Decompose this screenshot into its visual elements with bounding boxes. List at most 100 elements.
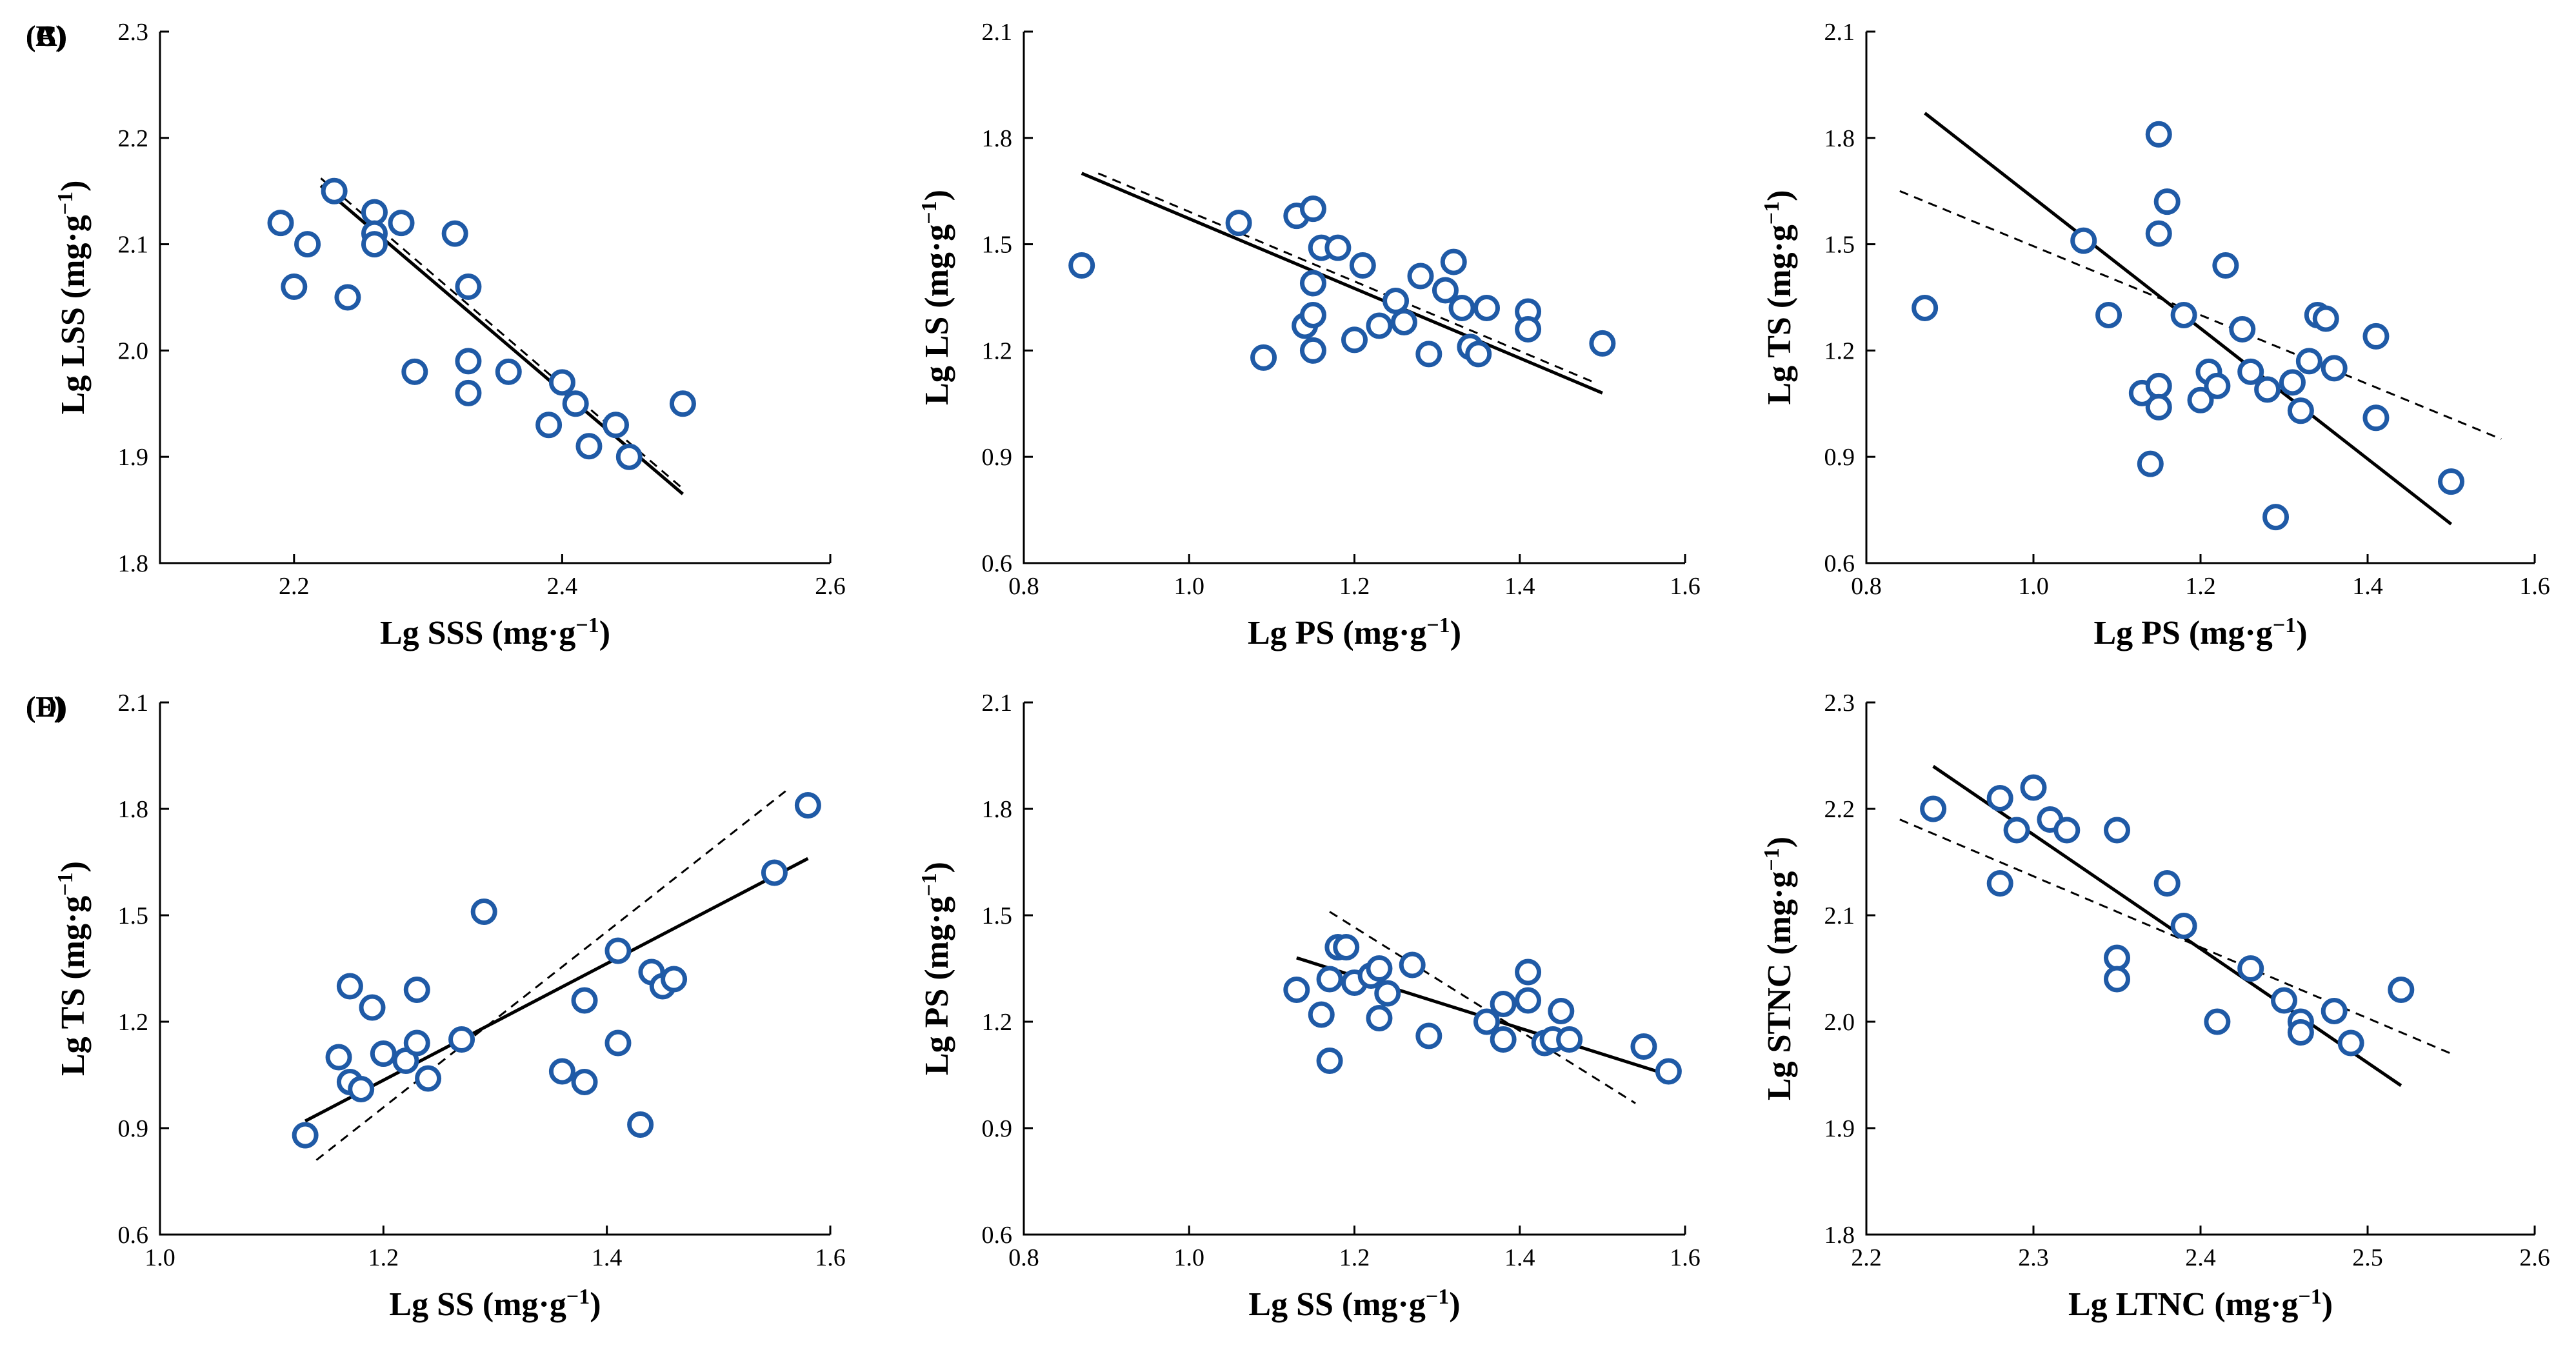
data-point [2145, 372, 2172, 399]
axes-e [1023, 702, 1685, 1236]
y-tick-label: 1.8 [982, 796, 1013, 823]
x-tick-label: 2.4 [2185, 1244, 2216, 1271]
y-tick-label: 0.6 [1824, 550, 1855, 577]
data-point [2254, 376, 2281, 403]
data-point [359, 994, 386, 1021]
data-point [1299, 337, 1326, 364]
data-point [2204, 372, 2231, 399]
x-tick-label: 1.2 [368, 1244, 399, 1271]
data-point [1068, 252, 1095, 279]
x-tick-label: 1.0 [1174, 573, 1205, 600]
x-tick-label: 0.8 [1851, 573, 1882, 600]
data-point [2295, 348, 2322, 375]
panel-c: (C) 0.6 0.9 1.2 1.5 1.8 2.1 0.8 1.0 1.2 1.4 1.6 Lg P… [26, 19, 2550, 651]
data-point [2237, 955, 2264, 982]
x-tick-label: 1.4 [2352, 573, 2383, 600]
data-point [2145, 393, 2172, 421]
data-point [294, 231, 321, 258]
data-point [325, 1044, 352, 1071]
data-point [455, 348, 482, 375]
data-point [1366, 955, 1393, 982]
y-axis-title-f: Lg STNC (mg·g−1) [1760, 837, 1799, 1100]
y-axis-title-d: Lg TS (mg·g−1) [54, 861, 92, 1076]
data-point [548, 1058, 575, 1085]
data-point [1283, 977, 1310, 1003]
data-point [1316, 966, 1343, 993]
y-tick-label: 0.9 [982, 1115, 1013, 1142]
data-point [2153, 188, 2181, 215]
solid-fit-line-f [1932, 764, 2402, 1088]
data-point [334, 284, 361, 311]
data-point [1415, 341, 1443, 368]
y-tick-label: 2.1 [1824, 19, 1855, 46]
data-point [1465, 341, 1492, 368]
x-tick-label: 1.4 [592, 1244, 623, 1271]
y-axis-title-a: Lg LSS (mg·g−1) [54, 181, 92, 415]
data-point [403, 977, 430, 1003]
y-axis-title-c: Lg TS (mg·g−1) [1760, 190, 1799, 404]
y-tick-label: 2.1 [982, 690, 1013, 717]
data-point [627, 1111, 654, 1138]
y-tick-label: 1.8 [982, 125, 1013, 152]
x-tick-label: 2.4 [547, 573, 578, 600]
x-tick-label: 2.6 [2519, 1244, 2550, 1271]
axes-a [159, 32, 830, 564]
panel-d: (D) 0.6 0.9 1.2 1.5 1.8 2.1 1.0 1.2 1.4 1.6 Lg SS (… [26, 690, 846, 1323]
data-point [1316, 1048, 1343, 1074]
data-point [441, 220, 468, 247]
data-point [2104, 817, 2130, 844]
data-point [1308, 1001, 1335, 1028]
data-point [1630, 1033, 1657, 1060]
x-axis-title-e: Lg SS (mg·g−1) [1248, 1285, 1460, 1324]
data-point [1250, 344, 1277, 371]
panel-label-b: (B) [26, 19, 65, 52]
y-tick-label: 0.6 [982, 550, 1013, 577]
x-tick-label: 1.6 [815, 1244, 846, 1271]
data-point [1407, 263, 1434, 290]
y-tick-label: 1.2 [118, 1009, 149, 1036]
data-point [388, 210, 415, 237]
y-tick-label: 0.9 [118, 1115, 149, 1142]
y-tick-label: 0.6 [118, 1222, 149, 1249]
y-tick-label: 2.1 [118, 232, 149, 259]
y-tick-label: 1.5 [118, 902, 149, 929]
x-tick-label: 1.6 [2519, 573, 2550, 600]
data-point [1390, 308, 1417, 335]
y-tick-label: 1.8 [118, 796, 149, 823]
data-point [1912, 294, 1939, 321]
data-point [1556, 1026, 1583, 1053]
y-tick-label: 1.5 [982, 232, 1013, 259]
x-tick-label: 1.0 [1174, 1244, 1205, 1271]
x-tick-label: 1.0 [145, 1244, 175, 1271]
panel-label-f: (F) [26, 690, 64, 723]
y-tick-label: 1.2 [982, 337, 1013, 364]
data-point [2287, 1019, 2314, 1046]
y-tick-label: 1.8 [1824, 125, 1855, 152]
data-point [2095, 301, 2122, 328]
x-axis-title-a: Lg SSS (mg·g−1) [380, 613, 610, 652]
data-point [455, 379, 482, 406]
data-point [571, 987, 598, 1014]
data-point [401, 358, 428, 385]
data-point [2170, 913, 2197, 939]
data-point [1548, 998, 1575, 1024]
data-point [1415, 1022, 1443, 1049]
y-tick-label: 0.6 [982, 1222, 1013, 1249]
y-tick-label: 1.5 [982, 902, 1013, 929]
axes-f [1865, 702, 2535, 1236]
data-point [361, 231, 388, 258]
data-point [2438, 468, 2464, 495]
data-point [2187, 386, 2214, 413]
x-tick-label: 1.2 [1339, 1244, 1370, 1271]
y-tick-label: 1.5 [1824, 232, 1855, 259]
x-tick-label: 2.2 [279, 573, 310, 600]
data-point [669, 390, 696, 417]
y-tick-label: 1.8 [118, 550, 149, 577]
y-tick-label: 2.3 [118, 19, 149, 46]
data-point [495, 358, 522, 385]
data-point [348, 1076, 375, 1102]
data-point [1366, 312, 1393, 339]
data-point [415, 1065, 442, 1092]
data-point [1341, 326, 1368, 353]
